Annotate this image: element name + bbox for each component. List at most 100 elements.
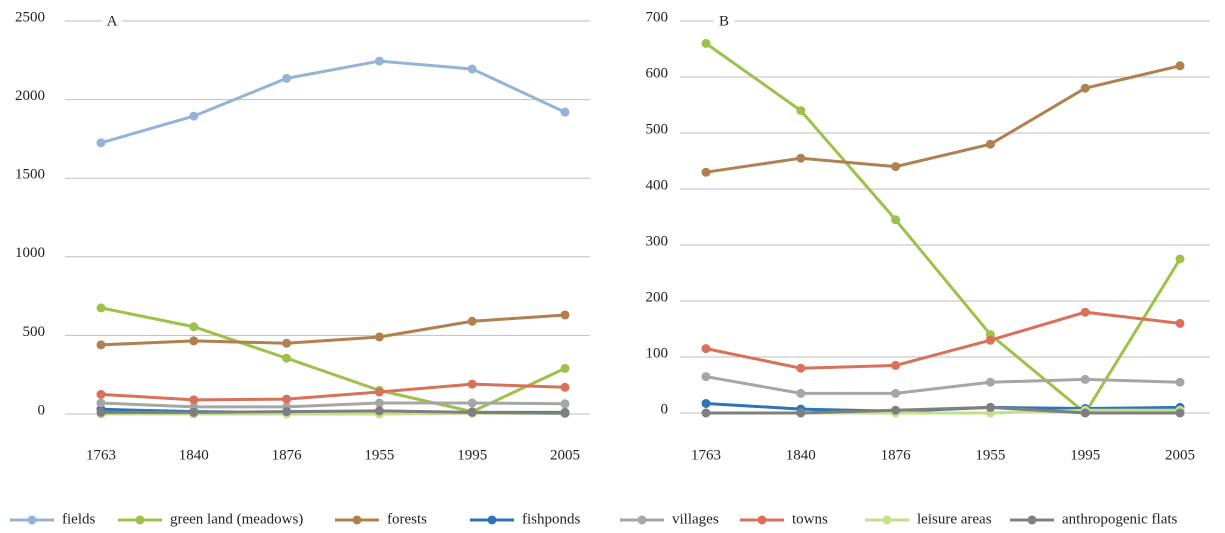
point bbox=[796, 153, 806, 163]
legend-label: towns bbox=[792, 511, 828, 527]
x-tick-label: 1955 bbox=[975, 447, 1005, 463]
x-tick-label: 1876 bbox=[881, 447, 912, 463]
point bbox=[1080, 307, 1090, 317]
y-tick-label: 0 bbox=[661, 401, 669, 417]
series-line bbox=[100, 59, 566, 145]
point bbox=[374, 56, 384, 66]
point bbox=[467, 379, 477, 389]
series-line bbox=[100, 313, 566, 347]
point bbox=[467, 64, 477, 74]
legend-label: anthropogenic flats bbox=[1062, 511, 1178, 527]
y-tick-label: 400 bbox=[646, 177, 669, 193]
legend-marker bbox=[135, 515, 145, 525]
x-tick-label: 1763 bbox=[691, 447, 721, 463]
point bbox=[985, 402, 995, 412]
point bbox=[891, 405, 901, 415]
legend-label: villages bbox=[672, 511, 719, 527]
y-tick-label: 500 bbox=[23, 324, 46, 340]
x-tick-label: 1876 bbox=[272, 447, 303, 463]
x-tick-label: 1995 bbox=[457, 447, 487, 463]
point bbox=[701, 344, 711, 354]
x-tick-label: 1995 bbox=[1070, 447, 1100, 463]
y-tick-label: 700 bbox=[646, 9, 669, 25]
point bbox=[189, 407, 199, 417]
annotation-bg bbox=[714, 12, 734, 32]
legend-marker bbox=[637, 515, 647, 525]
point bbox=[560, 399, 570, 409]
point bbox=[560, 382, 570, 392]
annotation: B bbox=[719, 13, 729, 29]
point bbox=[96, 340, 106, 350]
point bbox=[189, 322, 199, 332]
point bbox=[985, 139, 995, 149]
y-tick-label: 500 bbox=[646, 121, 669, 137]
point bbox=[985, 377, 995, 387]
legend-marker bbox=[487, 515, 497, 525]
point bbox=[1175, 408, 1185, 418]
point bbox=[701, 372, 711, 382]
y-tick-label: 100 bbox=[646, 345, 669, 361]
point bbox=[560, 107, 570, 117]
point bbox=[560, 310, 570, 320]
point bbox=[796, 106, 806, 116]
x-tick-label: 1840 bbox=[786, 447, 816, 463]
legend-marker bbox=[352, 515, 362, 525]
point bbox=[282, 338, 292, 348]
legend-marker bbox=[882, 515, 892, 525]
point bbox=[891, 360, 901, 370]
point bbox=[96, 389, 106, 399]
x-tick-label: 2005 bbox=[1165, 447, 1195, 463]
series-line bbox=[705, 375, 1181, 395]
point bbox=[701, 38, 711, 48]
point bbox=[189, 111, 199, 121]
point bbox=[1175, 318, 1185, 328]
point bbox=[467, 407, 477, 417]
legend-label: fishponds bbox=[522, 511, 581, 527]
point bbox=[282, 73, 292, 83]
chart: 0 100 200 300 400 500 600 700 1763 1840 1876 1955 19… bbox=[646, 9, 1210, 463]
x-tick-label: 2005 bbox=[550, 447, 580, 463]
x-tick-label: 1763 bbox=[86, 447, 116, 463]
y-tick-label: 2500 bbox=[15, 9, 45, 25]
point bbox=[560, 363, 570, 373]
point bbox=[891, 162, 901, 172]
point bbox=[374, 398, 384, 408]
point bbox=[891, 388, 901, 398]
point bbox=[1080, 408, 1090, 418]
point bbox=[1080, 374, 1090, 384]
legend-label: green land (meadows) bbox=[170, 511, 303, 527]
legend-label: forests bbox=[387, 511, 427, 527]
y-tick-label: 300 bbox=[646, 233, 669, 249]
point bbox=[1080, 83, 1090, 93]
point bbox=[96, 407, 106, 417]
legend-label: leisure areas bbox=[917, 511, 992, 527]
point bbox=[1175, 254, 1185, 264]
point bbox=[467, 316, 477, 326]
x-tick-label: 1955 bbox=[364, 447, 394, 463]
point bbox=[701, 167, 711, 177]
series-line bbox=[100, 401, 566, 409]
legend-marker bbox=[27, 515, 37, 525]
point bbox=[796, 408, 806, 418]
point bbox=[96, 138, 106, 148]
annotation-bg bbox=[102, 12, 122, 32]
point bbox=[560, 408, 570, 418]
series-line bbox=[101, 409, 566, 415]
point bbox=[796, 363, 806, 373]
point bbox=[189, 395, 199, 405]
point bbox=[282, 394, 292, 404]
legend-label: fields bbox=[62, 511, 95, 527]
chart: 0 500 1000 1500 2000 2500 1763 1840 1876 1955 1995… bbox=[15, 9, 590, 463]
legend-marker bbox=[757, 515, 767, 525]
point bbox=[891, 215, 901, 225]
point bbox=[796, 388, 806, 398]
point bbox=[96, 398, 106, 408]
point bbox=[374, 332, 384, 342]
legend-marker bbox=[1027, 515, 1037, 525]
point bbox=[985, 335, 995, 345]
point bbox=[374, 387, 384, 397]
series-line bbox=[705, 310, 1181, 370]
y-tick-label: 1000 bbox=[15, 245, 45, 261]
point bbox=[96, 303, 106, 313]
